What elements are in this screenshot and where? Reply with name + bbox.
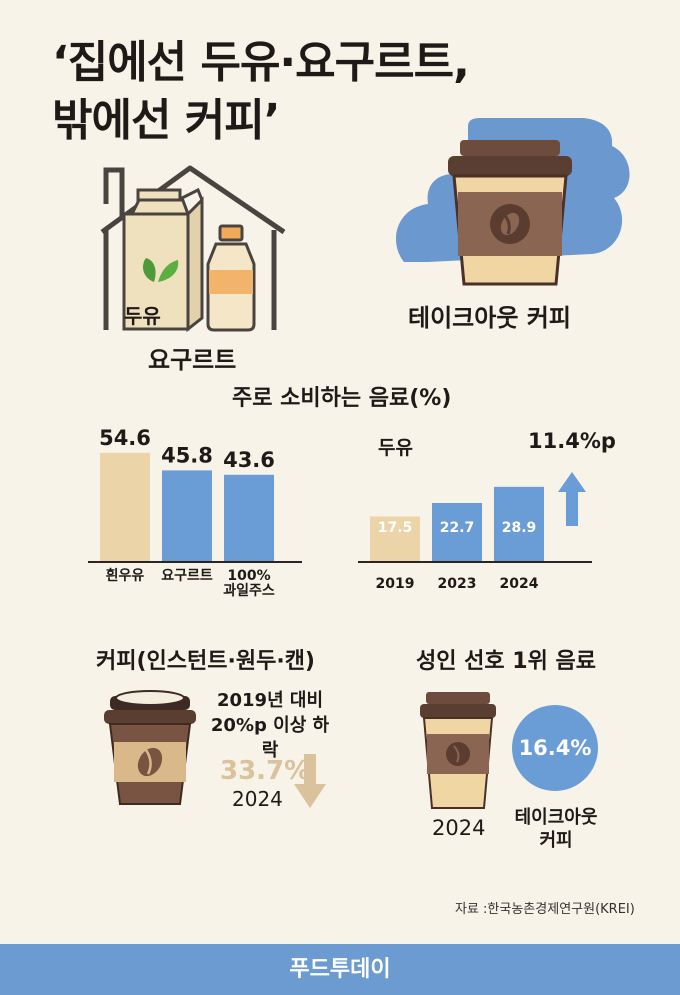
bar-value-label: 45.8 — [161, 443, 213, 467]
coffee-note: 2019년 대비 20%p 이상 하락 — [205, 688, 335, 763]
adult-year: 2024 — [432, 816, 486, 840]
adult-value-badge: 16.4% — [512, 705, 598, 791]
title-line-1: ‘집에선 두유·요구르트, — [52, 37, 470, 88]
soy-milk-bar-chart: 두유 17.5 2019 22.7 2023 28.9 2024 11.4%p — [358, 429, 616, 592]
carton-label: 두유 — [124, 304, 161, 328]
coffee-year: 2024 — [232, 787, 283, 811]
coffee-cup-icon — [104, 690, 196, 805]
house-icon — [100, 165, 286, 333]
down-arrow-icon — [294, 754, 326, 808]
section-title: 주로 소비하는 음료(%) — [232, 386, 452, 411]
adult-title: 성인 선호 1위 음료 — [416, 649, 596, 674]
category-label: 요구르트 — [161, 568, 213, 584]
year-label: 2023 — [438, 576, 477, 592]
page-title: ‘집에선 두유·요구르트, 밖에선 커피’ — [52, 34, 470, 150]
takeout-cup-icon — [420, 692, 496, 809]
bar-3 — [224, 474, 274, 562]
adult-label-line-2: 커피 — [539, 830, 573, 851]
change-label: 11.4%p — [528, 429, 616, 453]
title-line-2: 밖에선 커피’ — [52, 95, 280, 146]
coffee-title: 커피(인스턴트·원두·캔) — [96, 649, 315, 674]
source-note: 자료 :한국농촌경제연구원(KREI) — [455, 902, 635, 917]
series-label: 두유 — [378, 437, 413, 459]
yogurt-bottle-icon — [206, 224, 256, 332]
year-label: 2024 — [500, 576, 539, 592]
year-label: 2019 — [376, 576, 415, 592]
bar-2019 — [370, 516, 420, 562]
coffee-value: 33.7% — [220, 756, 311, 786]
bar-value-label: 54.6 — [99, 426, 151, 450]
takeout-coffee-icon — [396, 118, 630, 286]
bar-value-label: 43.6 — [223, 448, 275, 472]
soy-milk-carton-icon — [122, 187, 204, 333]
up-arrow-icon — [558, 472, 586, 526]
bar-2 — [162, 470, 212, 562]
bar-value-label: 28.9 — [502, 520, 537, 536]
category-label: 흰우유 — [106, 567, 145, 584]
coffee-note-line-1: 2019년 대비 — [216, 690, 324, 711]
beverage-bar-chart: 54.6 흰우유 45.8 요구르트 43.6 100%과일주스 — [88, 426, 302, 599]
yogurt-label: 요구르트 — [148, 346, 237, 374]
bar-value-label: 22.7 — [440, 520, 475, 536]
adult-label: 테이크아웃 커피 — [508, 806, 604, 852]
coffee-note-line-2: 20%p 이상 하락 — [210, 715, 330, 761]
takeout-label: 테이크아웃 커피 — [408, 304, 571, 332]
bar-2023 — [432, 502, 482, 562]
footer-bar: 푸드투데이 — [0, 944, 680, 995]
bar-1 — [100, 452, 150, 562]
adult-label-line-1: 테이크아웃 — [514, 807, 598, 828]
bar-value-label: 17.5 — [378, 520, 413, 536]
bar-2024 — [494, 486, 544, 562]
category-label: 과일주스 — [223, 583, 275, 599]
category-label: 100% — [227, 568, 270, 584]
